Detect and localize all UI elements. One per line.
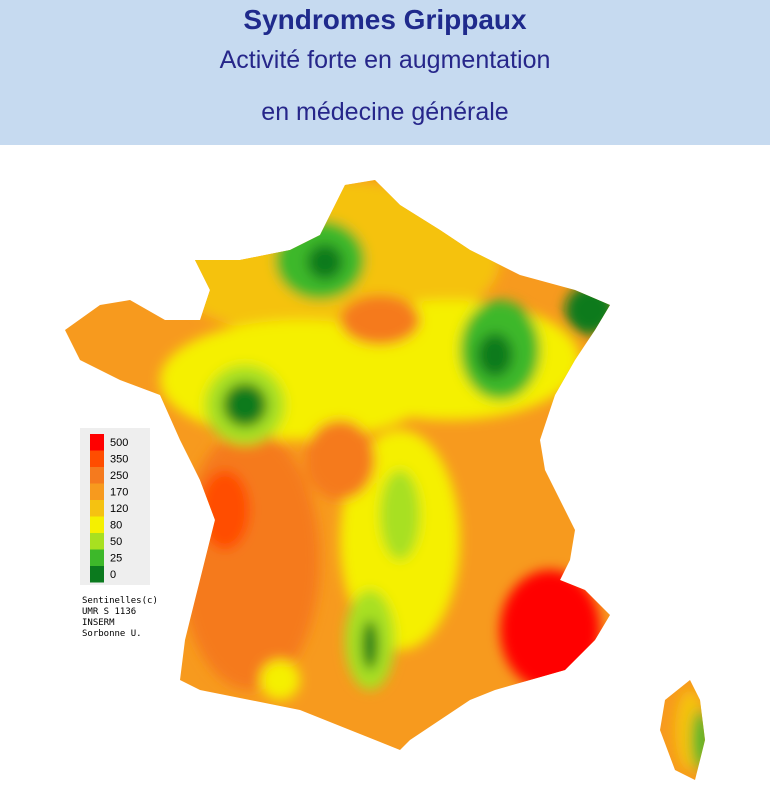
legend-swatch <box>90 450 104 467</box>
legend-swatch <box>90 500 104 517</box>
legend-label: 170 <box>110 486 128 498</box>
legend-swatch <box>90 467 104 484</box>
credit-line: Sentinelles(c) <box>82 596 158 606</box>
credit-line: INSERM <box>82 618 115 628</box>
legend-label: 500 <box>110 437 128 449</box>
title: Syndromes Grippaux <box>243 4 527 35</box>
legend-label: 120 <box>110 503 128 515</box>
legend-label: 350 <box>110 453 128 465</box>
legend-swatch <box>90 566 104 583</box>
legend-swatch <box>90 549 104 566</box>
subtitle: en médecine générale <box>261 98 509 126</box>
legend-label: 80 <box>110 519 122 531</box>
subtitle: Activité forte en augmentation <box>219 46 551 74</box>
credit-line: Sorbonne U. <box>82 629 142 639</box>
header: Syndromes Grippaux Activité forte en aug… <box>0 0 770 145</box>
legend-label: 0 <box>110 569 116 581</box>
legend-swatch <box>90 516 104 533</box>
legend-swatch <box>90 533 104 550</box>
legend-swatch <box>90 434 104 451</box>
legend-label: 250 <box>110 470 128 482</box>
legend-swatch <box>90 483 104 500</box>
legend-label: 25 <box>110 552 122 564</box>
legend-label: 50 <box>110 536 122 548</box>
credit-line: UMR S 1136 <box>82 607 136 617</box>
